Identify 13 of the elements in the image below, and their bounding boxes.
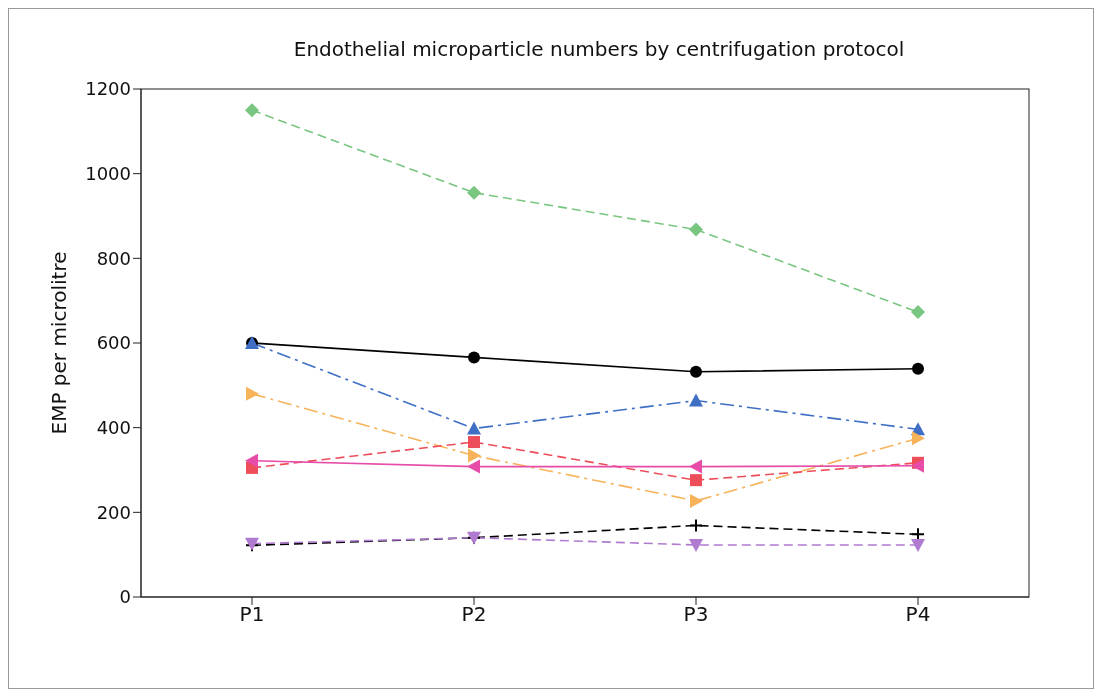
x-tick-label: P1 — [239, 602, 265, 627]
y-tick-label: 400 — [96, 417, 131, 439]
y-axis-title: EMP per microlitre — [47, 251, 72, 435]
y-tick-label: 800 — [96, 247, 131, 269]
y-tick-label: 600 — [96, 332, 131, 354]
chart-title: Endothelial microparticle numbers by centrifugation protocol — [292, 37, 906, 61]
x-tick-label: P4 — [905, 602, 931, 627]
y-tick-label: 0 — [119, 586, 131, 608]
x-tick-label: P2 — [461, 602, 487, 627]
y-tick-label: 1000 — [85, 163, 131, 185]
x-tick-label: P3 — [683, 602, 709, 627]
y-tick-label: 1200 — [85, 78, 131, 100]
y-tick-label: 200 — [96, 501, 131, 523]
